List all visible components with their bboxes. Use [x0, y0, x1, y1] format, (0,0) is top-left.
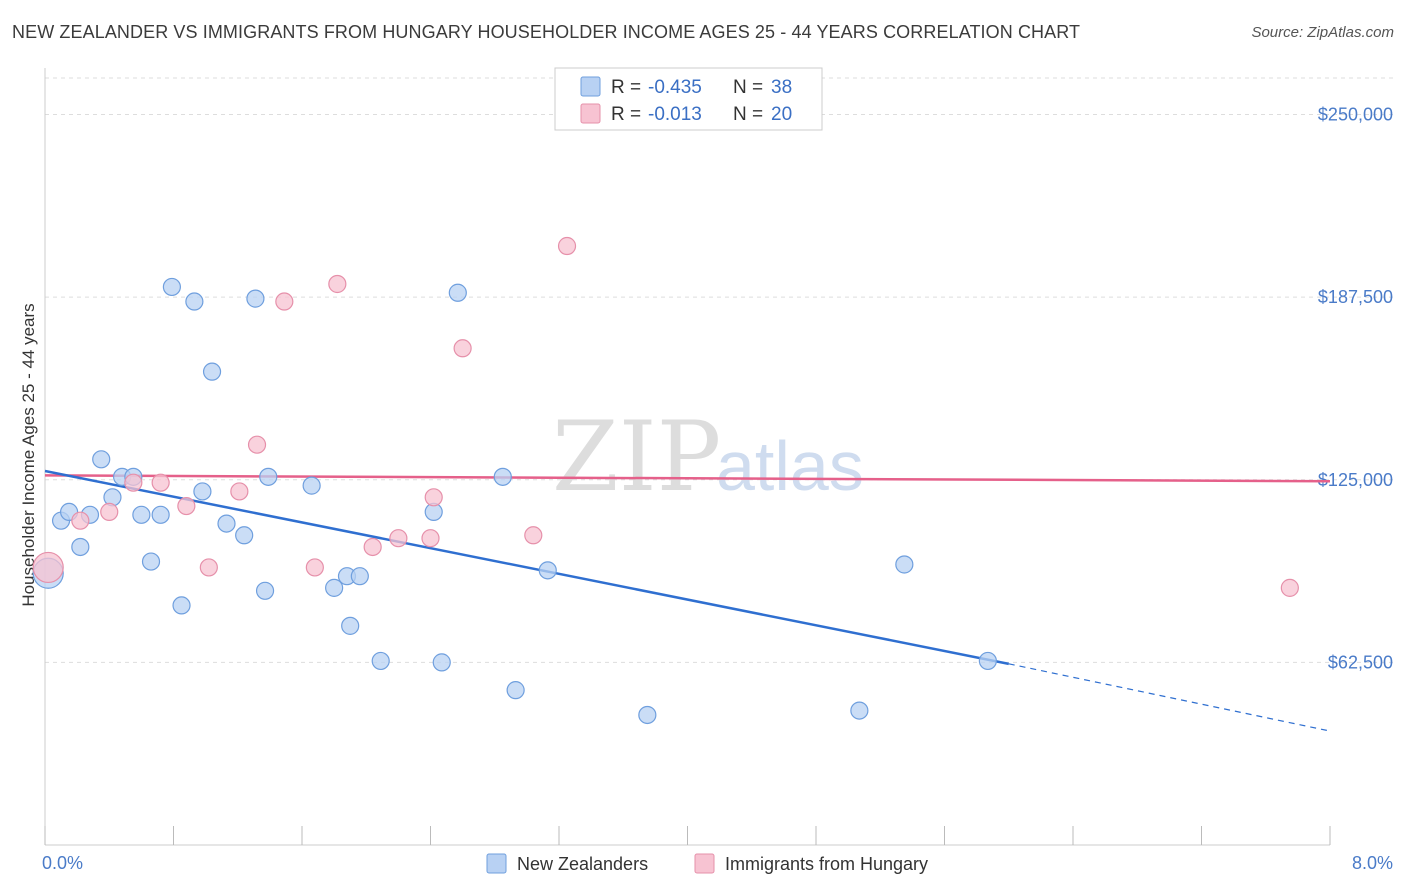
point-new-zealanders-33: [538, 561, 557, 580]
point-new-zealanders-3: [71, 537, 90, 557]
point-new-zealanders-25: [341, 616, 360, 635]
source-label: Source: ZipAtlas.com: [1251, 24, 1394, 41]
point-new-zealanders-36: [895, 555, 914, 574]
point-new-zealanders-35: [850, 701, 869, 720]
legend-swatch-pink: [580, 103, 601, 124]
y-tick-label-0: $62,500: [1328, 652, 1393, 672]
point-new-zealanders-34: [638, 705, 657, 725]
legend-n-label-2: N =: [733, 104, 763, 125]
point-new-zealanders-26: [350, 567, 369, 586]
point-immigrants-from-hungary-4: [151, 473, 170, 492]
legend-r-value-2: -0.013: [648, 104, 702, 125]
series-legend-label-immigrants-from-hungary: Immigrants from Hungary: [725, 854, 928, 874]
point-new-zealanders-27: [371, 651, 390, 671]
point-immigrants-from-hungary-12: [363, 537, 382, 557]
point-immigrants-from-hungary-18: [557, 236, 577, 256]
y-tick-label-3: $250,000: [1318, 105, 1393, 125]
point-new-zealanders-17: [217, 514, 236, 533]
point-immigrants-from-hungary-15: [424, 488, 443, 507]
point-new-zealanders-29: [432, 653, 451, 672]
watermark-atlas: atlas: [716, 427, 864, 505]
point-immigrants-from-hungary-0: [32, 551, 64, 584]
watermark-zip: ZIP: [552, 401, 721, 513]
point-new-zealanders-20: [255, 581, 275, 600]
stats-legend: R = -0.435 N = 38 R = -0.013 N = 20: [554, 67, 823, 131]
series-legend-swatch-pink: [694, 853, 715, 874]
series-immigrants-from-hungary: [32, 236, 1299, 597]
y-tick-label-1: $125,000: [1318, 470, 1393, 490]
point-new-zealanders-14: [185, 292, 204, 311]
gridlines: [45, 77, 1395, 663]
point-new-zealanders-32: [506, 681, 525, 700]
point-new-zealanders-16: [202, 362, 222, 381]
legend-n-value-2: 20: [771, 104, 792, 125]
watermark: ZIP atlas: [552, 401, 864, 513]
point-immigrants-from-hungary-3: [124, 473, 143, 492]
y-tick-labels: $62,500 $125,000 $187,500 $250,000: [1318, 105, 1393, 673]
point-new-zealanders-13: [172, 596, 191, 615]
point-new-zealanders-15: [193, 482, 212, 501]
point-immigrants-from-hungary-5: [177, 496, 196, 516]
point-new-zealanders-5: [92, 450, 111, 469]
trend-line-new-zealanders-extension: [1008, 663, 1331, 732]
trend-lines: [44, 469, 1331, 732]
point-new-zealanders-9: [132, 505, 151, 524]
y-tick-label-2: $187,500: [1318, 287, 1393, 307]
data-points: [32, 236, 1299, 725]
x-tick-label-1: 8.0%: [1352, 853, 1393, 873]
legend-n-label-1: N =: [733, 77, 763, 98]
point-new-zealanders-12: [162, 277, 181, 297]
point-immigrants-from-hungary-17: [524, 526, 543, 545]
point-immigrants-from-hungary-2: [100, 502, 119, 522]
point-immigrants-from-hungary-19: [1280, 578, 1299, 597]
point-new-zealanders-37: [978, 651, 997, 671]
point-new-zealanders-19: [246, 289, 265, 308]
legend-r-label-1: R =: [611, 77, 641, 98]
point-immigrants-from-hungary-11: [328, 274, 347, 294]
point-new-zealanders-11: [151, 505, 170, 524]
legend-r-value-1: -0.435: [648, 77, 702, 98]
legend-r-label-2: R =: [611, 104, 641, 125]
point-new-zealanders-31: [493, 467, 512, 486]
series-legend-label-new-zealanders: New Zealanders: [517, 854, 648, 874]
legend-n-value-1: 38: [771, 77, 792, 98]
point-new-zealanders-18: [235, 526, 254, 545]
y-axis-label: Householder Income Ages 25 - 44 years: [19, 303, 38, 606]
trend-line-immigrants-from-hungary: [44, 474, 1331, 483]
point-new-zealanders-30: [448, 283, 467, 302]
point-immigrants-from-hungary-9: [275, 292, 294, 311]
point-immigrants-from-hungary-1: [71, 511, 90, 530]
series-legend-swatch-blue: [486, 853, 507, 874]
point-new-zealanders-10: [141, 552, 161, 571]
series-legend: New Zealanders Immigrants from Hungary: [486, 853, 928, 874]
point-immigrants-from-hungary-7: [230, 482, 249, 501]
legend-swatch-blue: [580, 76, 601, 97]
x-tick-label-0: 0.0%: [42, 853, 83, 873]
point-new-zealanders-23: [325, 578, 344, 597]
trend-line-new-zealanders: [44, 469, 1009, 666]
chart-title: NEW ZEALANDER VS IMMIGRANTS FROM HUNGARY…: [12, 22, 1081, 42]
point-immigrants-from-hungary-10: [305, 558, 324, 577]
axes: [44, 68, 1331, 846]
point-immigrants-from-hungary-8: [247, 435, 267, 454]
point-immigrants-from-hungary-16: [453, 339, 472, 358]
point-immigrants-from-hungary-6: [199, 558, 218, 577]
x-tick-labels: 0.0% 8.0%: [42, 853, 1393, 873]
point-new-zealanders-22: [302, 476, 321, 495]
point-immigrants-from-hungary-13: [389, 529, 408, 548]
point-new-zealanders-21: [259, 467, 278, 486]
point-immigrants-from-hungary-14: [421, 529, 440, 548]
